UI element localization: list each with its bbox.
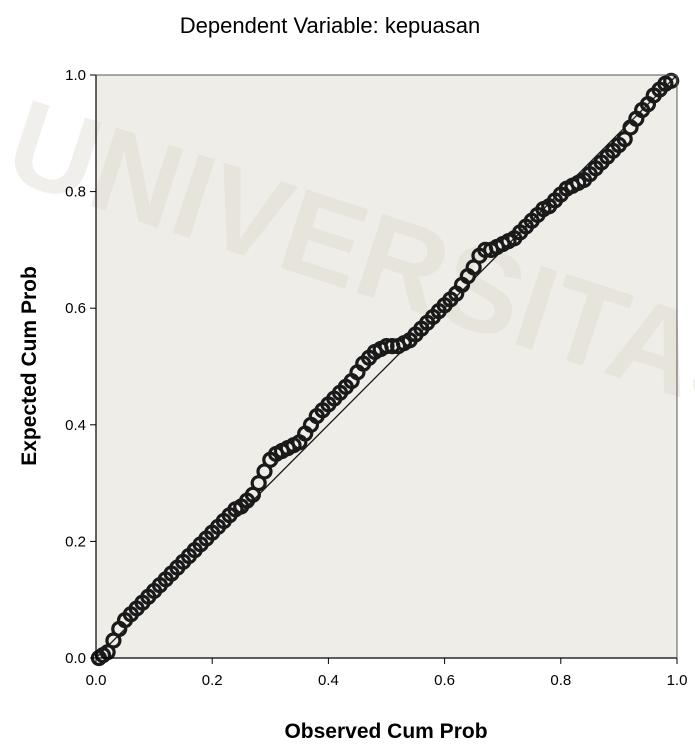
chart-title: Dependent Variable: kepuasan: [180, 13, 480, 38]
y-tick-label: 1.0: [65, 67, 86, 84]
x-tick-label: 0.4: [318, 672, 339, 689]
x-tick-label: 0.0: [86, 672, 107, 689]
x-tick-label: 0.8: [550, 672, 571, 689]
y-tick-label: 0.4: [65, 417, 86, 434]
y-tick-label: 0.8: [65, 184, 86, 201]
x-tick-label: 0.2: [202, 672, 223, 689]
y-tick-label: 0.0: [65, 650, 86, 667]
y-tick-label: 0.2: [65, 533, 86, 550]
x-axis-label: Observed Cum Prob: [284, 720, 487, 743]
x-axis-ticks: 0.0 0.2 0.4 0.6 0.8 1.0: [86, 658, 688, 689]
y-axis-label: Expected Cum Prob: [18, 266, 41, 466]
data-point: [663, 72, 680, 89]
data-points: [90, 72, 680, 667]
y-tick-label: 0.6: [65, 300, 86, 317]
y-axis-ticks: 0.0 0.2 0.4 0.6 0.8 1.0: [65, 67, 96, 667]
x-tick-label: 0.6: [434, 672, 455, 689]
x-tick-label: 1.0: [667, 672, 688, 689]
